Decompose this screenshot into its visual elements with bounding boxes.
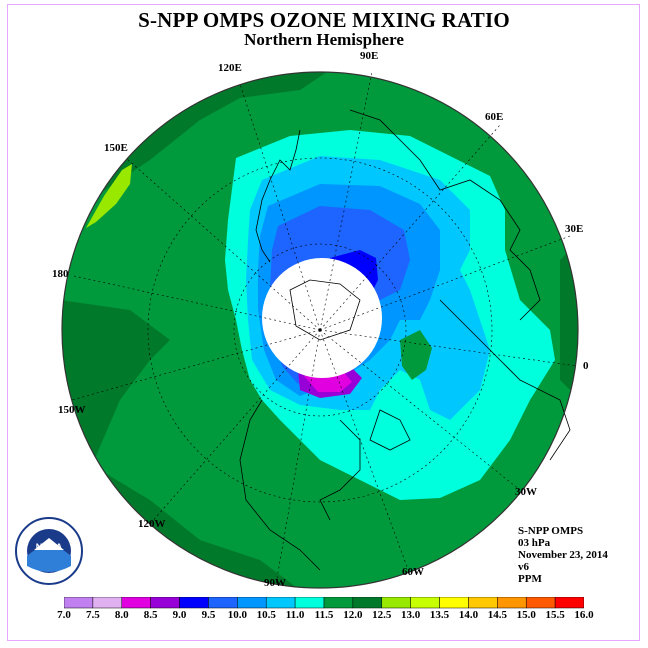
meridian-0: [319, 329, 578, 367]
globe-outline: [61, 71, 579, 589]
noaa-logo-wave: [27, 546, 71, 572]
colorbar-tick-label: 16.0: [574, 609, 594, 621]
coast-east-asia: [255, 129, 301, 263]
colorbar-swatch-5: [208, 597, 238, 609]
info-version: v6: [518, 561, 529, 573]
lon-label-90e: 90E: [360, 50, 379, 62]
colorbar: [64, 597, 584, 609]
lon-label-60w: 60W: [402, 566, 424, 578]
colorbar-tick-label: 9.0: [172, 609, 187, 621]
noaa-logo-bird: [34, 538, 64, 550]
latitude-ring-60: [233, 243, 407, 417]
colorbar-tick-label: 13.5: [429, 609, 450, 621]
colorbar-tick-label: 15.0: [516, 609, 536, 621]
colorbar-tick-label: 8.5: [143, 609, 158, 621]
lon-label-120w: 120W: [138, 518, 166, 530]
meridian-60w: [319, 329, 411, 576]
colorbar-swatch-17: [554, 597, 584, 609]
colorbar-swatch-0: [64, 597, 94, 609]
colorbar-tick-label: 9.5: [201, 609, 216, 621]
colorbar-tick-label: 14.0: [458, 609, 479, 621]
lon-label-150e: 150E: [104, 142, 128, 154]
noaa-logo: NOAA: [15, 517, 83, 585]
colorbar-swatch-13: [439, 597, 469, 609]
colorbar-swatch-4: [179, 597, 209, 609]
field-green-island: [400, 330, 432, 380]
lon-label-0: 0: [583, 360, 589, 372]
colorbar-tick-label: 10.5: [256, 609, 276, 621]
lon-label-30e: 30E: [565, 223, 584, 235]
colorbar-swatch-3: [150, 597, 180, 609]
colorbar-tick-label: 13.0: [401, 609, 421, 621]
colorbar-tick-label: 14.5: [487, 609, 507, 621]
colorbar-swatch-12: [410, 597, 440, 609]
colorbar-swatch-1: [92, 597, 123, 609]
colorbar-swatch-9: [323, 597, 354, 609]
colorbar-tick-label: 7.5: [86, 609, 100, 621]
colorbar-swatch-2: [121, 597, 151, 609]
coast-greenland: [369, 409, 411, 451]
lon-label-90w: 90W: [264, 577, 286, 589]
graticule: [71, 71, 578, 585]
colorbar-tick-label: 11.5: [314, 609, 334, 621]
coastlines: [239, 109, 571, 571]
info-instrument: S-NPP OMPS: [518, 525, 584, 537]
colorbar-swatch-11: [381, 597, 411, 609]
lon-label-30w: 30W: [515, 486, 537, 498]
colorbar-tick-label: 11.0: [285, 609, 305, 621]
colorbar-tick-label: 8.0: [114, 609, 129, 621]
latitude-ring-30: [147, 157, 493, 503]
colorbar-tick-label: 12.0: [343, 609, 363, 621]
meridian-120e: [239, 83, 321, 331]
colorbar-swatch-6: [237, 597, 267, 609]
info-level: 03 hPa: [518, 537, 551, 549]
colorbar-swatch-16: [525, 597, 556, 609]
coast-arctic: [289, 279, 361, 341]
colorbar-swatch-7: [265, 597, 296, 609]
noaa-logo-text: NOAA: [36, 542, 63, 552]
meridian-60e: [319, 124, 501, 331]
lon-label-120e: 120E: [218, 62, 242, 74]
meridian-150e: [125, 157, 321, 331]
coast-north-america-east: [319, 419, 361, 521]
colorbar-swatch-8: [294, 597, 325, 609]
coast-eurasia-north: [349, 109, 541, 321]
coast-north-america-west: [239, 399, 321, 571]
info-units: PPM: [518, 573, 542, 585]
colorbar-tick-label: 7.0: [57, 609, 71, 621]
map-title: S-NPP OMPS OZONE MIXING RATIO: [138, 8, 510, 32]
image-frame: [7, 4, 640, 641]
colorbar-tick-label: 10.0: [227, 609, 247, 621]
polar-night-nodata: [262, 258, 382, 378]
lon-label-150w: 150W: [58, 404, 86, 416]
colorbar-swatch-14: [468, 597, 498, 609]
coast-europe: [439, 299, 571, 461]
field-yellowgreen: [86, 164, 132, 228]
colorbar-tick-label: 12.5: [372, 609, 392, 621]
meridian-90e: [319, 71, 373, 331]
meridian-180: [73, 275, 321, 331]
map-subtitle: Northern Hemisphere: [244, 30, 404, 49]
colorbar-tick-label: 15.5: [545, 609, 565, 621]
colorbar-swatch-15: [497, 597, 527, 609]
lon-label-180: 180: [52, 268, 69, 280]
lon-label-60e: 60E: [485, 111, 504, 123]
colorbar-swatch-10: [352, 597, 383, 609]
info-date: November 23, 2014: [518, 549, 608, 561]
